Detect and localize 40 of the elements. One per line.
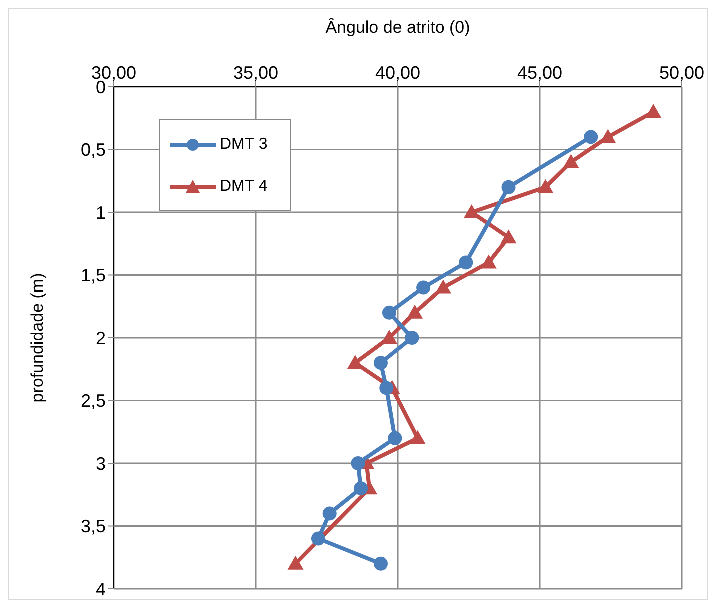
point (538, 179, 554, 194)
y-tick-label: 1 (96, 202, 106, 223)
point (500, 230, 517, 244)
x-tick-label: 50,00 (659, 63, 705, 83)
y-tick-label: 4 (96, 579, 106, 600)
point (311, 532, 326, 546)
point (502, 180, 516, 194)
point (374, 556, 388, 571)
point (584, 130, 598, 144)
point (382, 306, 396, 320)
y-tick-label: 0,5 (80, 140, 106, 160)
y-axis-title: profundidade (m) (28, 273, 48, 403)
point (480, 254, 497, 269)
x-axis-title: Ângulo de atrito (0) (326, 18, 470, 38)
point (380, 381, 394, 396)
y-tick-label: 2,5 (80, 391, 106, 412)
x-tick-label: 30,00 (91, 63, 137, 83)
point (407, 304, 424, 319)
point (351, 456, 366, 470)
point (288, 556, 304, 570)
point (416, 280, 431, 295)
y-tick-label: 1,5 (80, 266, 106, 286)
legend-label: DMT 3 (220, 136, 268, 154)
point (405, 331, 420, 345)
point (459, 256, 474, 270)
point (435, 280, 452, 294)
x-tick-label: 45,00 (517, 63, 563, 83)
x-tick-label: 35,00 (233, 63, 279, 83)
point (646, 104, 662, 118)
x-tick-label: 40,00 (375, 63, 421, 83)
point (410, 430, 426, 444)
y-tick-label: 3 (96, 454, 106, 474)
point (374, 356, 388, 370)
y-tick-label: 3,5 (80, 516, 106, 537)
point (563, 154, 580, 168)
point (354, 482, 368, 496)
point (388, 431, 402, 446)
legend-label: DMT 4 (220, 178, 268, 196)
point (322, 506, 337, 521)
y-tick-label: 2 (96, 328, 106, 348)
